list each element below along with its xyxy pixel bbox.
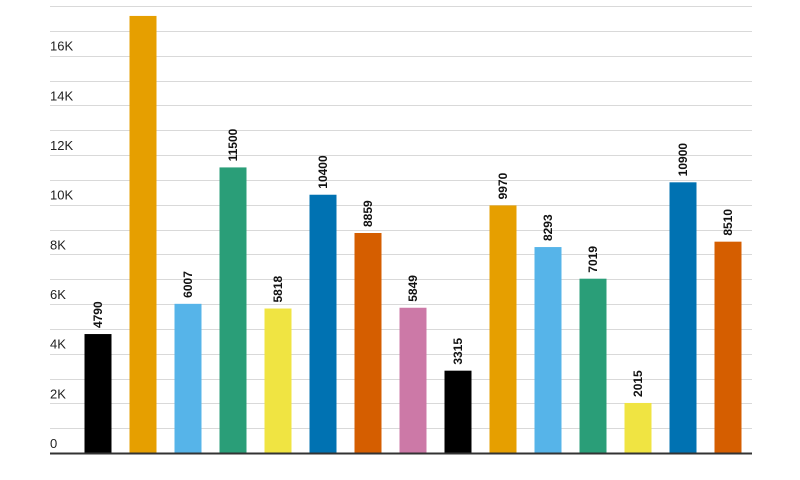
data-label: 8859 xyxy=(361,200,375,227)
bar xyxy=(399,307,427,453)
data-label: 2015 xyxy=(631,370,645,397)
bar xyxy=(354,233,382,453)
bar xyxy=(444,370,472,453)
data-label: 8293 xyxy=(541,214,555,241)
data-label: 5818 xyxy=(271,275,285,302)
y-tick-label: 16K xyxy=(50,39,73,54)
y-tick-label: 12K xyxy=(50,138,73,153)
y-tick-label: 0 xyxy=(50,436,57,451)
y-tick-label: 4K xyxy=(50,337,66,352)
data-label: 3315 xyxy=(451,338,465,365)
data-label: 11500 xyxy=(226,128,240,161)
bar xyxy=(264,308,292,453)
bars xyxy=(84,15,742,454)
data-label: 5849 xyxy=(406,275,420,302)
y-tick-label: 14K xyxy=(50,88,73,103)
y-tick-label: 8K xyxy=(50,237,66,252)
data-label: 10400 xyxy=(316,155,330,189)
data-label: 9970 xyxy=(496,172,510,199)
bar xyxy=(534,247,562,453)
bar xyxy=(579,278,607,453)
bar xyxy=(714,241,742,453)
data-label: 10900 xyxy=(676,143,690,177)
bar xyxy=(669,182,697,454)
grid-lines xyxy=(50,6,752,429)
data-label: 7019 xyxy=(586,246,600,273)
data-label: 6007 xyxy=(181,271,195,298)
y-tick-label: 2K xyxy=(50,386,66,401)
bar xyxy=(174,303,202,453)
bar xyxy=(489,205,517,453)
y-tick-label: 10K xyxy=(50,188,73,203)
data-label: 8510 xyxy=(721,209,735,236)
data-labels: 4790 6007 11500 5818 10400 8859 5849 3315 9970 82… xyxy=(91,128,735,397)
y-tick-label: 6K xyxy=(50,287,66,302)
bar xyxy=(129,15,157,454)
data-label: 4790 xyxy=(91,301,105,328)
y-axis-ticks: 0 2K 4K 6K 8K 10K 12K 14K 16K xyxy=(50,39,73,451)
bar xyxy=(84,334,112,453)
bar xyxy=(624,402,652,453)
bar xyxy=(309,194,337,453)
bar xyxy=(219,167,247,453)
